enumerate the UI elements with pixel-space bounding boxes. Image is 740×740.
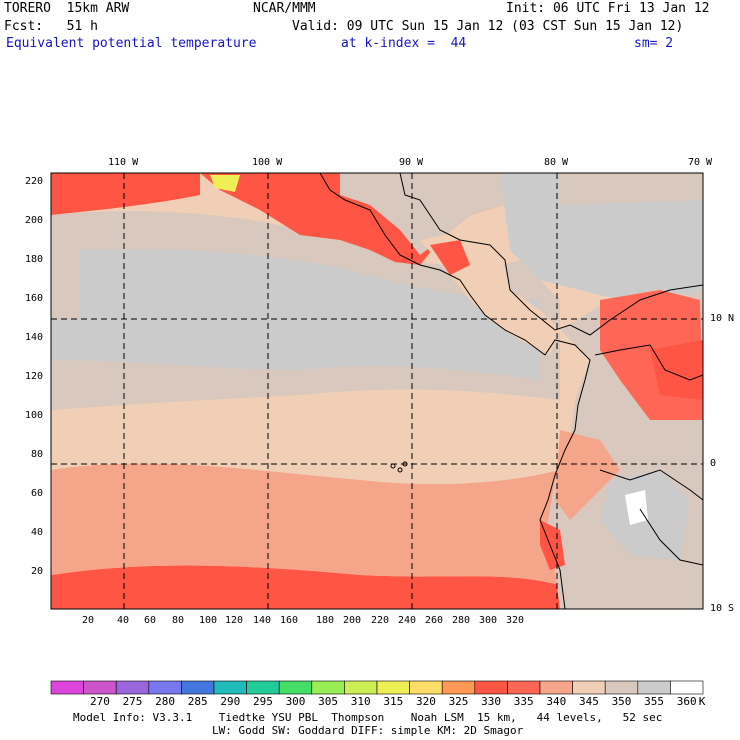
lat-lon-grid	[51, 173, 703, 609]
x-tick: 120	[225, 615, 244, 626]
lon-label-70w: 70 W	[688, 157, 713, 168]
colorbar-value-label: 280	[155, 695, 176, 708]
x-tick: 260	[425, 615, 444, 626]
colorbar-swatch	[344, 680, 378, 695]
lat-label-0: 0	[710, 458, 717, 469]
x-tick: 20	[82, 615, 95, 626]
colorbar-swatch	[604, 680, 639, 695]
y-tick: 200	[25, 215, 44, 226]
y-tick: 40	[31, 527, 44, 538]
colorbar-swatch	[115, 680, 150, 695]
colorbar-swatch	[572, 680, 606, 695]
lon-label-100w: 100 W	[252, 157, 283, 168]
colorbar-value-label: 305	[318, 695, 339, 708]
y-tick: 120	[25, 371, 44, 382]
colorbar-value-label: 360	[676, 695, 697, 708]
level-label: at k-index = 44	[341, 36, 467, 51]
smoothing-label: sm= 2	[634, 36, 674, 51]
colorbar-value-label: 325	[448, 695, 469, 708]
colorbar-value-label: 310	[350, 695, 371, 708]
valid-time: Valid: 09 UTC Sun 15 Jan 12 (03 CST Sun …	[292, 19, 684, 34]
x-tick: 300	[479, 615, 498, 626]
x-tick: 220	[371, 615, 390, 626]
colorbar-swatch	[539, 680, 573, 695]
colorbar-swatch	[50, 680, 84, 695]
colorbar-swatch	[278, 680, 313, 695]
lat-label-10n: 10 N	[710, 313, 735, 324]
x-tick: 100	[199, 615, 218, 626]
y-tick: 60	[31, 488, 44, 499]
coastlines	[319, 173, 703, 609]
colorbar-swatch	[311, 680, 345, 695]
colorbar-value-label: 355	[644, 695, 665, 708]
colorbar-swatch	[376, 680, 410, 695]
colorbar-value-label: 340	[546, 695, 567, 708]
model-title: TORERO 15km ARW	[4, 1, 130, 16]
colorbar-swatch	[213, 680, 247, 695]
map-frame	[50, 172, 704, 610]
y-tick: 100	[25, 410, 44, 421]
colorbar-value-label: 350	[611, 695, 632, 708]
colorbar-swatch	[246, 680, 280, 695]
x-tick: 200	[343, 615, 362, 626]
colorbar-value-label: 315	[383, 695, 404, 708]
x-tick: 280	[452, 615, 471, 626]
colorbar	[50, 680, 704, 695]
colorbar-swatch	[181, 680, 215, 695]
lon-label-80w: 80 W	[544, 157, 569, 168]
colorbar-value-label: 300	[285, 695, 306, 708]
y-tick: 160	[25, 293, 44, 304]
colorbar-value-label: 285	[187, 695, 208, 708]
colorbar-swatch	[83, 680, 117, 695]
colorbar-value-label: 295	[252, 695, 273, 708]
x-tick: 140	[253, 615, 272, 626]
colorbar-unit: K	[698, 695, 706, 708]
colorbar-swatch	[441, 680, 476, 695]
colorbar-swatch	[474, 680, 508, 695]
lat-label-10s: 10 S	[710, 603, 735, 614]
x-tick: 80	[172, 615, 185, 626]
init-time: Init: 06 UTC Fri 13 Jan 12	[506, 1, 710, 16]
forecast-hour: Fcst: 51 h	[4, 19, 98, 34]
organization-label: NCAR/MMM	[253, 1, 316, 16]
y-tick: 180	[25, 254, 44, 265]
y-tick: 20	[31, 566, 44, 577]
x-tick: 180	[316, 615, 335, 626]
lon-label-90w: 90 W	[399, 157, 424, 168]
colorbar-value-label: 335	[513, 695, 534, 708]
model-info-line-1: Model Info: V3.3.1 Tiedtke YSU PBL Thomp…	[73, 711, 663, 724]
x-tick: 60	[144, 615, 157, 626]
x-tick: 40	[117, 615, 130, 626]
x-tick: 160	[280, 615, 299, 626]
colorbar-swatch	[670, 680, 704, 695]
colorbar-swatch	[409, 680, 443, 695]
colorbar-swatch	[148, 680, 182, 695]
colorbar-value-label: 290	[220, 695, 241, 708]
x-tick: 240	[398, 615, 417, 626]
model-info-line-2: LW: Godd SW: Goddard DIFF: simple KM: 2D…	[212, 724, 524, 737]
colorbar-value-label: 270	[89, 695, 110, 708]
colorbar-value-label: 320	[415, 695, 436, 708]
colorbar-value-label: 330	[481, 695, 502, 708]
y-tick: 80	[31, 449, 44, 460]
colorbar-value-label: 275	[122, 695, 143, 708]
y-tick: 220	[25, 176, 44, 187]
theta-e-field	[51, 173, 703, 609]
field-name: Equivalent potential temperature	[6, 36, 257, 51]
lon-label-110w: 110 W	[108, 157, 139, 168]
y-tick: 140	[25, 332, 44, 343]
colorbar-swatch	[507, 680, 541, 695]
x-tick: 320	[506, 615, 525, 626]
colorbar-value-label: 345	[578, 695, 599, 708]
colorbar-swatch	[637, 680, 671, 695]
